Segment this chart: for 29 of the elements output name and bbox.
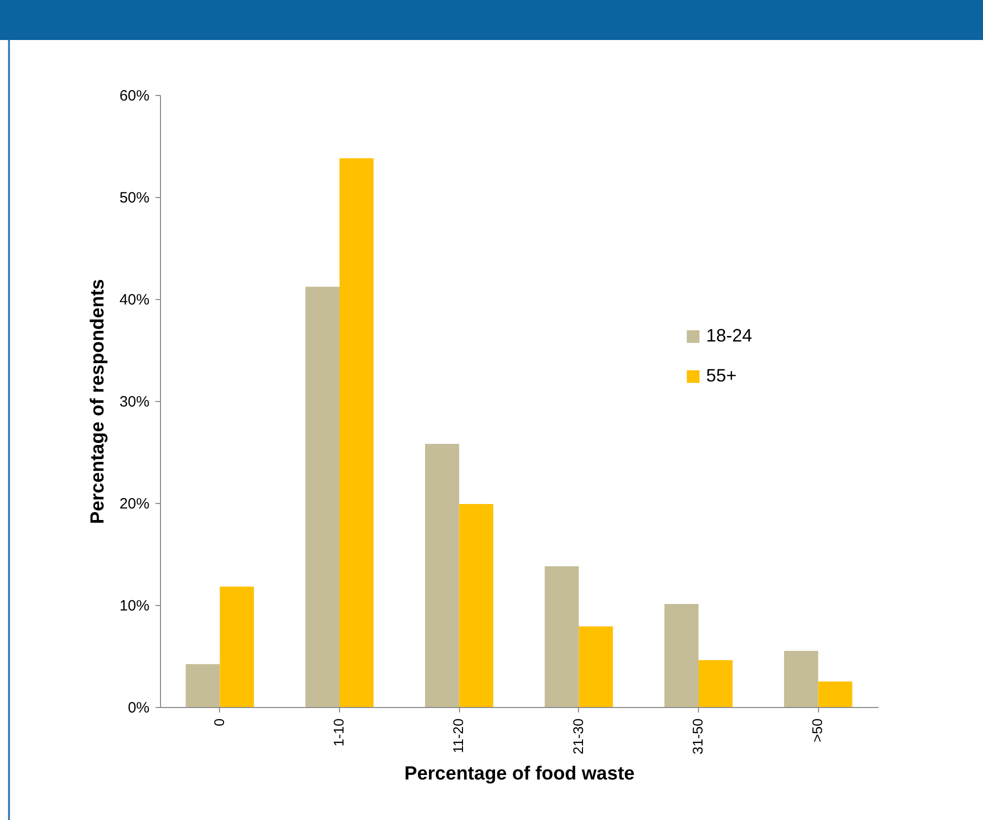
y-axis-title: Percentage of respondents bbox=[87, 279, 108, 524]
bar bbox=[220, 586, 254, 707]
bar bbox=[544, 566, 579, 707]
bar bbox=[340, 158, 374, 707]
y-tick-label: 60% bbox=[119, 88, 150, 104]
y-tick-label: 10% bbox=[119, 598, 150, 614]
x-tick-label: 31-50 bbox=[690, 718, 706, 754]
bar bbox=[818, 682, 852, 707]
bar bbox=[459, 504, 494, 707]
x-tick-label: 11-20 bbox=[450, 718, 466, 754]
x-tick-label: 1-10 bbox=[330, 718, 346, 747]
x-tick-label: 0 bbox=[210, 718, 227, 726]
y-tick-label: 20% bbox=[119, 496, 150, 512]
x-axis-title: Percentage of food waste bbox=[404, 763, 635, 784]
bar bbox=[664, 604, 698, 707]
y-tick-label: 0% bbox=[128, 700, 150, 716]
legend-label: 18-24 bbox=[706, 326, 752, 346]
bar bbox=[698, 660, 733, 707]
x-tick-label: 21-30 bbox=[570, 718, 586, 754]
y-tick-label: 50% bbox=[119, 190, 150, 206]
bar bbox=[186, 664, 220, 707]
y-tick-label: 40% bbox=[119, 292, 150, 308]
x-tick-label: >50 bbox=[809, 718, 826, 742]
bar bbox=[425, 444, 460, 707]
legend-label: 55+ bbox=[706, 366, 737, 386]
bar bbox=[305, 286, 340, 707]
y-tick-label: 30% bbox=[119, 394, 150, 410]
bar bbox=[784, 650, 818, 707]
bar bbox=[578, 626, 613, 707]
